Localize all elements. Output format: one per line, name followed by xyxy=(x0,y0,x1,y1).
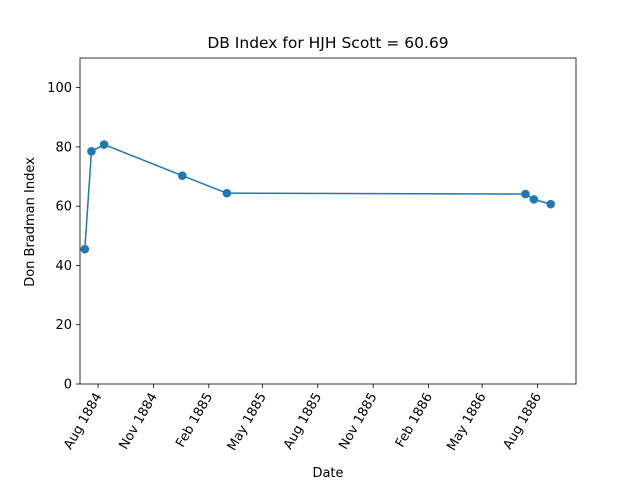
data-point xyxy=(178,171,187,180)
x-tick-label: May 1885 xyxy=(225,391,270,454)
series-line xyxy=(84,143,551,250)
y-tick-label: 0 xyxy=(64,378,72,393)
y-tick-label: 60 xyxy=(55,200,72,215)
y-tick-label: 20 xyxy=(55,318,72,333)
x-tick-label: Aug 1884 xyxy=(61,391,105,453)
data-point xyxy=(222,188,232,198)
x-tick-label: Nov 1884 xyxy=(117,391,161,453)
y-tick-label: 40 xyxy=(55,259,72,274)
x-tick-label: Feb 1886 xyxy=(393,391,436,451)
data-point xyxy=(80,244,90,254)
x-tick-label: Feb 1885 xyxy=(173,391,216,451)
data-point xyxy=(87,147,96,156)
y-tick-label: 100 xyxy=(47,81,72,96)
x-tick-label: Nov 1885 xyxy=(336,391,380,453)
series-layer xyxy=(80,140,556,254)
y-tick-label: 80 xyxy=(55,140,72,155)
x-tick-label: Aug 1885 xyxy=(281,391,325,453)
data-point xyxy=(529,195,539,204)
x-axis-label: Date xyxy=(312,466,343,480)
chart-title: DB Index for HJH Scott = 60.69 xyxy=(207,34,448,52)
data-point xyxy=(546,199,556,209)
data-point xyxy=(99,140,109,149)
x-tick-label: Aug 1886 xyxy=(501,391,545,453)
data-point xyxy=(521,189,530,199)
x-tick-label: May 1886 xyxy=(445,390,490,453)
plot-frame xyxy=(79,57,577,385)
y-axis-label: Don Bradman Index xyxy=(23,157,38,287)
